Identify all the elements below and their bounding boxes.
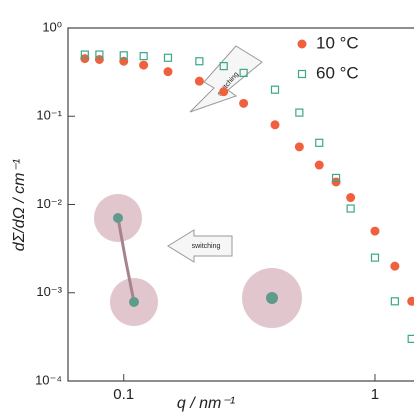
annotation: switching xyxy=(192,243,221,250)
micelle-illustration xyxy=(94,45,302,328)
data-point xyxy=(346,193,356,203)
data-point xyxy=(390,297,399,306)
y-tick-label: 10⁻¹ xyxy=(36,108,62,123)
data-point xyxy=(239,68,248,77)
data-point xyxy=(390,261,400,271)
data-point xyxy=(219,62,228,71)
data-point xyxy=(315,138,324,147)
legend-marker xyxy=(297,69,307,79)
y-tick-label: 10⁻³ xyxy=(36,284,62,299)
data-point xyxy=(370,253,380,262)
legend-label: 10 °C xyxy=(316,33,359,52)
x-tick-label: 1 xyxy=(371,386,379,403)
data-point xyxy=(295,108,304,117)
data-point xyxy=(195,57,204,66)
data-point xyxy=(346,204,355,213)
data-point xyxy=(139,60,149,70)
data-point xyxy=(194,76,204,86)
legend-marker xyxy=(297,39,307,49)
data-point xyxy=(314,160,324,170)
data-point xyxy=(94,54,104,64)
data-point xyxy=(370,226,380,236)
data-point xyxy=(119,51,128,60)
data-point xyxy=(294,142,304,152)
y-axis-title: dΣ/dΩ / cm⁻¹ xyxy=(11,159,28,251)
data-point xyxy=(163,53,173,62)
data-point xyxy=(331,173,341,183)
data-point xyxy=(139,52,148,61)
x-tick-label: 0.1 xyxy=(113,386,134,403)
data-point xyxy=(239,98,249,108)
legend-label: 60 °C xyxy=(316,63,359,82)
data-point xyxy=(270,120,280,130)
data-point xyxy=(80,50,89,59)
data-point xyxy=(407,296,414,306)
x-axis-title: q / nm⁻¹ xyxy=(177,395,235,412)
data-point xyxy=(95,50,104,59)
data-point xyxy=(270,85,280,94)
data-point xyxy=(407,334,414,343)
data-point xyxy=(163,67,173,77)
y-tick-label: 10⁻⁴ xyxy=(35,372,62,387)
y-tick-label: 10⁰ xyxy=(42,19,62,34)
y-tick-label: 10⁻² xyxy=(36,196,62,211)
data-point xyxy=(219,87,229,97)
